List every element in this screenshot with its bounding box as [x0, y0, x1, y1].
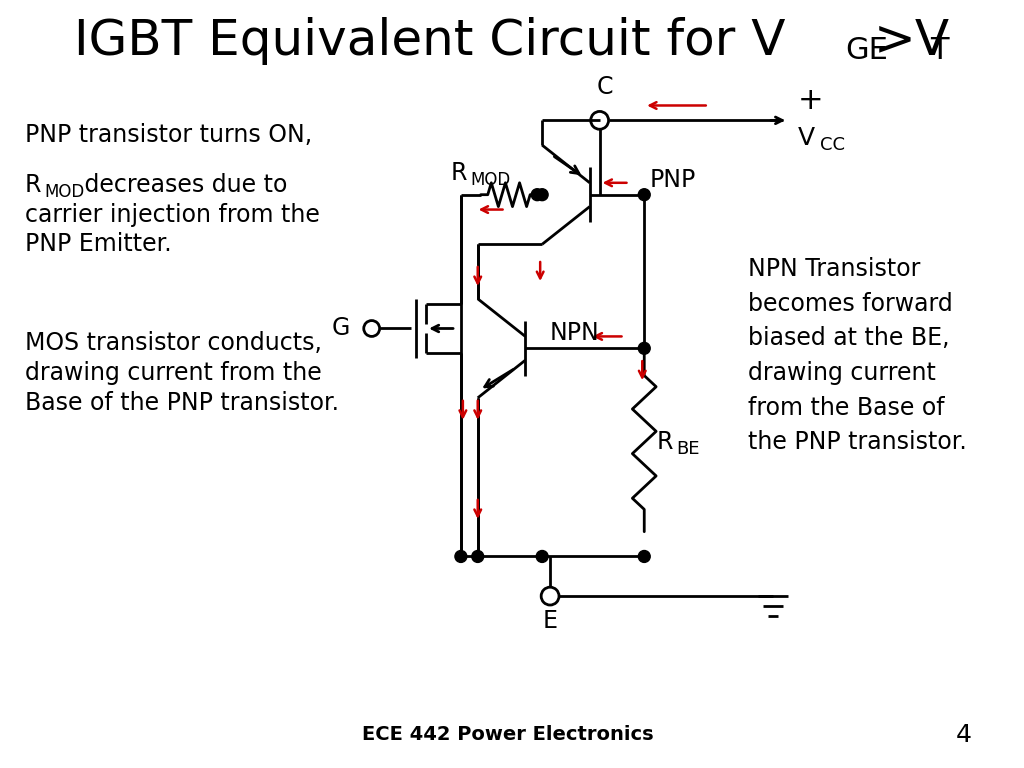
- Circle shape: [537, 189, 548, 200]
- Text: from the Base of: from the Base of: [749, 396, 945, 420]
- Text: MOD: MOD: [45, 183, 85, 200]
- Text: MOD: MOD: [471, 170, 511, 189]
- Text: G: G: [332, 316, 350, 340]
- Text: R: R: [656, 431, 673, 455]
- Circle shape: [472, 551, 483, 562]
- Text: C: C: [596, 74, 612, 98]
- Text: NPN: NPN: [550, 322, 600, 346]
- Text: Base of the PNP transistor.: Base of the PNP transistor.: [25, 391, 339, 415]
- Text: E: E: [543, 609, 558, 633]
- Text: GE: GE: [846, 36, 889, 65]
- Text: CC: CC: [819, 136, 845, 154]
- Text: drawing current from the: drawing current from the: [25, 361, 322, 385]
- Text: carrier injection from the: carrier injection from the: [25, 203, 319, 227]
- Text: MOS transistor conducts,: MOS transistor conducts,: [25, 331, 322, 356]
- Text: T: T: [930, 36, 948, 65]
- Text: R: R: [451, 161, 468, 185]
- Circle shape: [638, 189, 650, 200]
- Circle shape: [638, 551, 650, 562]
- Text: drawing current: drawing current: [749, 361, 936, 385]
- Text: decreases due to: decreases due to: [77, 173, 288, 197]
- Text: NPN Transistor: NPN Transistor: [749, 257, 921, 281]
- Text: +: +: [798, 86, 823, 115]
- Text: IGBT Equivalent Circuit for V: IGBT Equivalent Circuit for V: [75, 17, 785, 65]
- Text: >V: >V: [874, 17, 950, 65]
- Text: PNP transistor turns ON,: PNP transistor turns ON,: [25, 123, 312, 147]
- Circle shape: [455, 551, 467, 562]
- Text: R: R: [25, 173, 41, 197]
- Text: BE: BE: [676, 440, 699, 458]
- Text: ECE 442 Power Electronics: ECE 442 Power Electronics: [361, 725, 653, 744]
- Circle shape: [531, 189, 543, 200]
- Circle shape: [537, 551, 548, 562]
- Text: 4: 4: [955, 723, 972, 746]
- Text: PNP Emitter.: PNP Emitter.: [25, 232, 171, 257]
- Text: becomes forward: becomes forward: [749, 292, 953, 316]
- Text: biased at the BE,: biased at the BE,: [749, 326, 950, 350]
- Text: the PNP transistor.: the PNP transistor.: [749, 431, 967, 455]
- Text: PNP: PNP: [649, 168, 695, 192]
- Circle shape: [638, 343, 650, 354]
- Text: V: V: [798, 126, 815, 151]
